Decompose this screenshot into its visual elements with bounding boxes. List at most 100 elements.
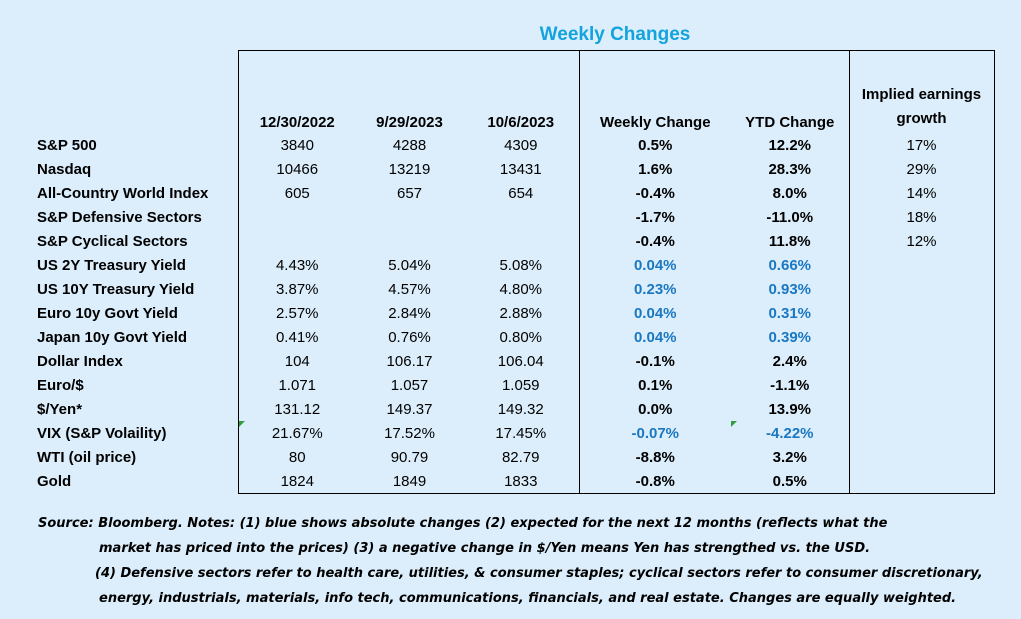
value-12-30-2022: 605 (237, 181, 356, 205)
value-9-29-2023: 2.84% (388, 304, 431, 322)
row-label: Dollar Index (37, 352, 123, 370)
weekly-change-value: -0.4% (635, 232, 675, 250)
row-label: $/Yen* (37, 400, 83, 418)
weekly-change-value: 0.23% (633, 280, 677, 298)
ytd-change-value: 0.5% (731, 469, 850, 494)
weekly-change-value: 0.1% (638, 376, 673, 394)
value-9-29-2023: 1849 (356, 469, 463, 494)
ytd-change-value: -1.1% (731, 373, 850, 397)
title-text: Weekly Changes (539, 24, 691, 45)
ytd-change-value: 28.3% (731, 157, 850, 181)
implied-earnings-growth-value (849, 469, 995, 494)
weekly-change-value: -1.7% (635, 208, 675, 226)
header-row: 12/30/2022 9/29/2023 10/6/2023 Weekly Ch… (33, 50, 995, 134)
value-12-30-2022 (237, 229, 356, 253)
header-ytd-change: YTD Change (731, 50, 850, 133)
value-12-30-2022: 1824 (237, 469, 356, 494)
implied-earnings-growth-value: 14% (849, 181, 995, 205)
value-9-29-2023: 4288 (392, 136, 427, 154)
value-10-6-2023: 4309 (463, 133, 580, 157)
table-row: US 2Y Treasury Yield 4.43% 5.04% 5.08% 0.04%… (33, 253, 995, 277)
table-row: Dollar Index 104 106.17 106.04 -0.1% 2.4% (33, 349, 995, 373)
ytd-change-value: 0.39% (731, 325, 850, 349)
value-12-30-2022 (237, 205, 356, 229)
row-label: Nasdaq (37, 160, 92, 178)
header-blank (33, 51, 238, 134)
ytd-change-value: 12.2% (731, 133, 850, 157)
implied-earnings-growth-value (849, 277, 995, 301)
header-implied-earnings-growth: Implied earnings growth (849, 50, 995, 133)
table-row: US 10Y Treasury Yield 3.87% 4.57% 4.80% 0.23… (33, 277, 995, 301)
row-label: Japan 10y Govt Yield (37, 328, 188, 346)
row-label: Gold (37, 472, 72, 490)
value-9-29-2023: 149.37 (386, 400, 433, 418)
footnotes: Source: Bloomberg. Notes: (1) blue shows… (38, 511, 983, 611)
implied-earnings-growth-value (849, 445, 995, 469)
table-row: Japan 10y Govt Yield 0.41% 0.76% 0.80% 0.04%… (33, 325, 995, 349)
ytd-change-value: 0.31% (731, 301, 850, 325)
value-10-6-2023 (463, 229, 580, 253)
row-label: Euro/$ (37, 376, 84, 394)
table-row: S&P Cyclical Sectors -0.4% 11.8% 12% (33, 229, 995, 253)
value-12-30-2022: 21.67% (237, 421, 356, 445)
weekly-change-value: 1.6% (638, 160, 673, 178)
value-12-30-2022: 131.12 (237, 397, 356, 421)
table-row: $/Yen* 131.12 149.37 149.32 0.0% 13.9% (33, 397, 995, 421)
implied-earnings-growth-value (849, 325, 995, 349)
table-row: Nasdaq 10466 13219 13431 1.6% 28.3% 29% (33, 157, 995, 181)
table-row: Euro/$ 1.071 1.057 1.059 0.1% -1.1% (33, 373, 995, 397)
table-title: Weekly Changes (0, 24, 1021, 46)
row-label: US 2Y Treasury Yield (37, 256, 186, 274)
ytd-change-value: 0.66% (731, 253, 850, 277)
value-10-6-2023: 82.79 (463, 445, 580, 469)
implied-earnings-growth-value (849, 349, 995, 373)
weekly-change-value: -0.1% (635, 352, 675, 370)
table-row: S&P 500 3840 4288 4309 0.5% 12.2% 17% (33, 133, 995, 157)
value-10-6-2023: 4.80% (463, 277, 580, 301)
weekly-change-value: 0.04% (633, 328, 677, 346)
value-10-6-2023: 17.45% (463, 421, 580, 445)
implied-earnings-growth-value: 18% (849, 205, 995, 229)
value-10-6-2023: 0.80% (463, 325, 580, 349)
value-9-29-2023 (356, 229, 463, 253)
implied-earnings-growth-value (849, 373, 995, 397)
ytd-change-value: -4.22% (731, 421, 850, 445)
value-9-29-2023: 13219 (388, 160, 431, 178)
value-10-6-2023: 654 (463, 181, 580, 205)
value-10-6-2023: 149.32 (463, 397, 580, 421)
value-10-6-2023: 2.88% (463, 301, 580, 325)
value-9-29-2023: 106.17 (386, 352, 433, 370)
ytd-change-value: 13.9% (731, 397, 850, 421)
row-label: WTI (oil price) (37, 448, 137, 466)
implied-earnings-growth-value (849, 253, 995, 277)
implied-earnings-growth-value: 12% (849, 229, 995, 253)
implied-earnings-growth-value (849, 421, 995, 445)
note-line-4: energy, industrials, materials, info tec… (99, 591, 957, 606)
header-eg-line2: growth (896, 110, 947, 127)
value-10-6-2023: 5.08% (463, 253, 580, 277)
value-12-30-2022: 2.57% (237, 301, 356, 325)
value-12-30-2022: 3.87% (237, 277, 356, 301)
value-12-30-2022: 10466 (237, 157, 356, 181)
row-label: VIX (S&P Volaility) (37, 424, 167, 442)
value-9-29-2023: 1.057 (390, 376, 429, 394)
value-12-30-2022: 104 (237, 349, 356, 373)
value-9-29-2023: 5.04% (388, 256, 431, 274)
weekly-change-value: 0.04% (633, 256, 677, 274)
value-10-6-2023: 1.059 (463, 373, 580, 397)
value-9-29-2023: 657 (396, 184, 423, 202)
note-line-2: market has priced into the prices) (3) a… (99, 541, 871, 556)
weekly-change-value: -0.4% (635, 184, 675, 202)
table-row: VIX (S&P Volaility) 21.67% 17.52% 17.45% -0.… (33, 421, 995, 445)
table-row: All-Country World Index 605 657 654 -0.4% 8.0… (33, 181, 995, 205)
note-line-1: Source: Bloomberg. Notes: (1) blue shows… (38, 516, 888, 531)
weekly-change-value: 0.0% (638, 400, 673, 418)
value-10-6-2023: 106.04 (463, 349, 580, 373)
weekly-change-value: -8.8% (635, 448, 675, 466)
row-label: US 10Y Treasury Yield (37, 280, 195, 298)
table-row: Euro 10y Govt Yield 2.57% 2.84% 2.88% 0.04% 0… (33, 301, 995, 325)
row-label: S&P Cyclical Sectors (37, 232, 188, 250)
row-label: S&P 500 (37, 136, 97, 154)
note-line-3: (4) Defensive sectors refer to health ca… (95, 566, 983, 581)
value-9-29-2023: 90.79 (390, 448, 429, 466)
